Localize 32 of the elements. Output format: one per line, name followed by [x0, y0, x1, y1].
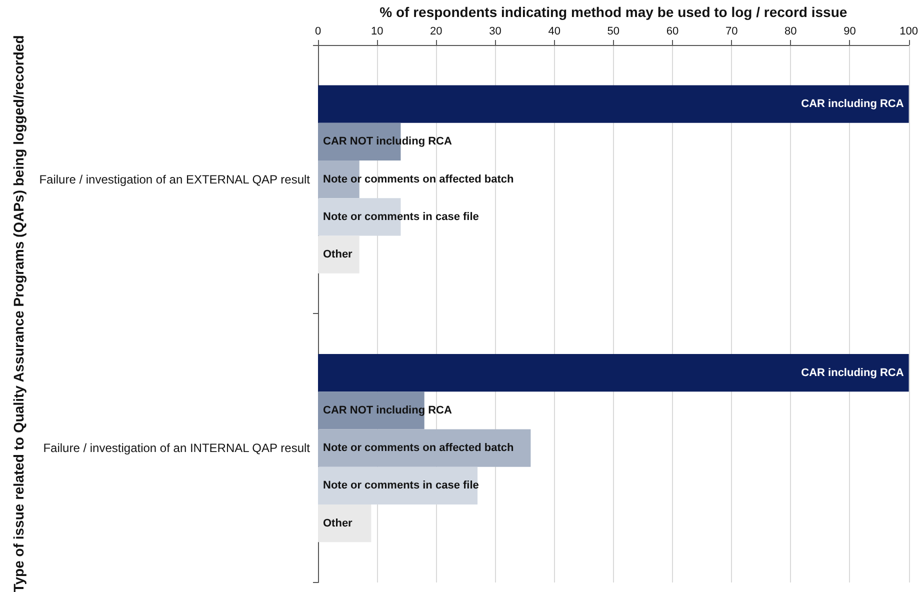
- y-tick-label: Failure / investigation of an INTERNAL QAP result: [43, 441, 311, 456]
- text: Other: [323, 517, 352, 530]
- series-label: Other: [323, 248, 354, 261]
- series-label: CAR NOT including RCA: [323, 136, 452, 148]
- x-tick-label: 50: [607, 26, 620, 38]
- bar: [318, 236, 360, 274]
- x-tick-label: 90: [844, 26, 856, 38]
- x-tick-label: 20: [430, 26, 442, 38]
- x-tick-label: 30: [489, 26, 502, 38]
- bar: [318, 354, 909, 392]
- text: CAR NOT including RCA: [323, 404, 452, 416]
- bar: [318, 392, 424, 430]
- series-label: CAR including RCA: [801, 98, 904, 110]
- text: Note or comments on affected batch: [323, 442, 514, 454]
- bar: [318, 429, 531, 467]
- bar: [318, 160, 360, 198]
- bar: [318, 504, 372, 542]
- series-label: Note or comments in case file: [323, 210, 479, 223]
- x-tick-label: 40: [548, 26, 560, 38]
- text: Note or comments in case file: [323, 480, 479, 492]
- x-tick-label: 80: [784, 26, 797, 38]
- x-tick-label: 60: [666, 26, 679, 38]
- x-tick-label: 100: [900, 26, 918, 38]
- x-tick-label: 0: [314, 26, 322, 38]
- bar: [318, 85, 909, 123]
- text: CAR including RCA: [801, 366, 904, 379]
- y-axis-title: Type of issue related to Quality Assurance Programs (QAPs) being logged/recorded: [10, 35, 27, 592]
- x-tick-label: 10: [370, 26, 384, 38]
- x-axis-title: % of respondents indicating method may be used to log / record issue: [380, 4, 848, 20]
- y-tick-label: Failure / investigation of an EXTERNAL QAP result: [39, 172, 311, 186]
- x-tick-label: 70: [725, 26, 738, 38]
- series-label: Note or comments on affected batch: [323, 173, 514, 186]
